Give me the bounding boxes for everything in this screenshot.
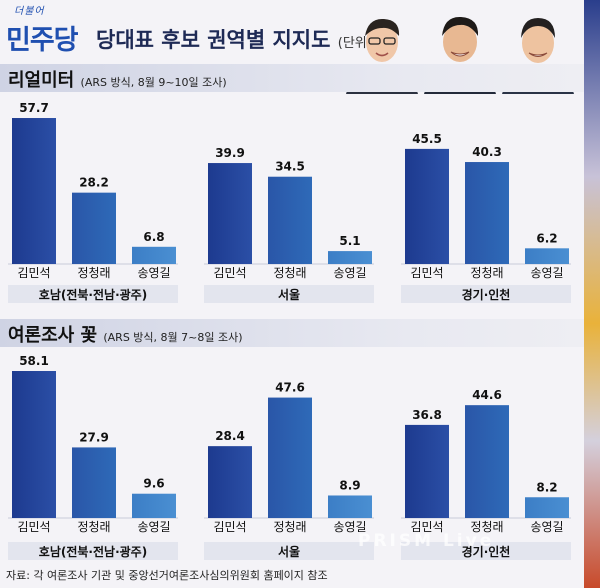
bar [405,424,449,518]
data-label: 28.4 [215,429,245,443]
category-label: 정청래 [77,520,110,534]
bar [465,162,509,264]
bar [465,405,509,518]
bar [525,497,569,518]
bar [405,148,449,264]
group-label: 서울 [278,287,300,302]
bar [12,371,56,518]
category-label: 송영길 [530,266,563,280]
data-label: 8.9 [339,478,360,492]
party-logo-small: 더불어 [14,6,45,17]
category-label: 김민석 [17,266,50,280]
data-label: 47.6 [275,381,305,395]
survey-title-row-1: 리얼미터 (ARS 방식, 8월 9~10일 조사) [8,66,227,92]
page-title-text: 당대표 후보 권역별 지지도 [96,28,331,52]
group-label: 서울 [278,544,300,559]
data-label: 6.2 [536,231,557,245]
bar-charts: 호남(전북·전남·광주)57.7김민석28.2정청래6.8송영길서울39.9김민… [8,101,571,560]
survey-header-1: 리얼미터 (ARS 방식, 8월 9~10일 조사) [0,64,584,92]
party-logo: 민주당 [6,25,79,56]
data-label: 45.5 [412,132,442,146]
category-label: 송영길 [137,266,170,280]
side-decoration [584,0,600,588]
bar [72,447,116,518]
data-label: 6.8 [143,230,164,244]
group-label-box [8,285,178,303]
category-label: 김민석 [410,520,443,534]
group-label-box [401,285,571,303]
category-label: 김민석 [17,520,50,534]
category-label: 정청래 [470,520,503,534]
bar [132,246,176,264]
group-label-box [8,542,178,560]
data-label: 58.1 [19,354,49,368]
group-label: 경기·인천 [462,287,511,302]
data-label: 9.6 [143,477,164,491]
survey-title-2: 여론조사 꽃 [8,325,98,346]
data-label: 8.2 [536,480,557,494]
data-label: 57.7 [19,101,49,115]
bar [328,251,372,264]
category-label: 정청래 [273,520,306,534]
data-label: 36.8 [412,408,442,422]
page-title: 당대표 후보 권역별 지지도 (단위: %) [96,24,393,54]
category-label: 김민석 [410,266,443,280]
group-label-box [401,542,571,560]
survey-title-1: 리얼미터 [8,70,75,91]
group-label-box [204,285,374,303]
group-label: 호남(전북·전남·광주) [39,544,147,559]
data-label: 5.1 [339,234,360,248]
bar [208,163,252,264]
category-label: 송영길 [137,520,170,534]
data-label: 44.6 [472,388,502,402]
data-label: 40.3 [472,145,502,159]
bar [525,248,569,264]
category-label: 송영길 [333,520,366,534]
bar [208,446,252,518]
survey-subtitle-2: (ARS 방식, 8월 7~8일 조사) [103,331,243,344]
category-label: 정청래 [77,266,110,280]
watermark: PRISM Live [358,531,495,551]
bar [268,176,312,264]
data-label: 27.9 [79,430,109,444]
category-label: 정청래 [470,266,503,280]
category-label: 송영길 [530,520,563,534]
category-label: 정청래 [273,266,306,280]
data-label: 28.2 [79,176,109,190]
bar [328,495,372,518]
survey-title-row-2: 여론조사 꽃 (ARS 방식, 8월 7~8일 조사) [8,321,243,347]
bar [268,397,312,518]
group-label-box [204,542,374,560]
data-label: 39.9 [215,146,245,160]
bar [12,118,56,264]
category-label: 송영길 [333,266,366,280]
bar [72,192,116,264]
survey-subtitle-1: (ARS 방식, 8월 9~10일 조사) [80,76,227,89]
group-label: 호남(전북·전남·광주) [39,287,147,302]
data-label: 34.5 [275,160,305,174]
bar [132,493,176,518]
group-label: 경기·인천 [462,544,511,559]
category-label: 김민석 [213,520,246,534]
source-note: 자료: 각 여론조사 기관 및 중앙선거여론조사심의위원회 홈페이지 참조 [6,569,328,582]
survey-header-2: 여론조사 꽃 (ARS 방식, 8월 7~8일 조사) [0,319,584,347]
category-label: 김민석 [213,266,246,280]
